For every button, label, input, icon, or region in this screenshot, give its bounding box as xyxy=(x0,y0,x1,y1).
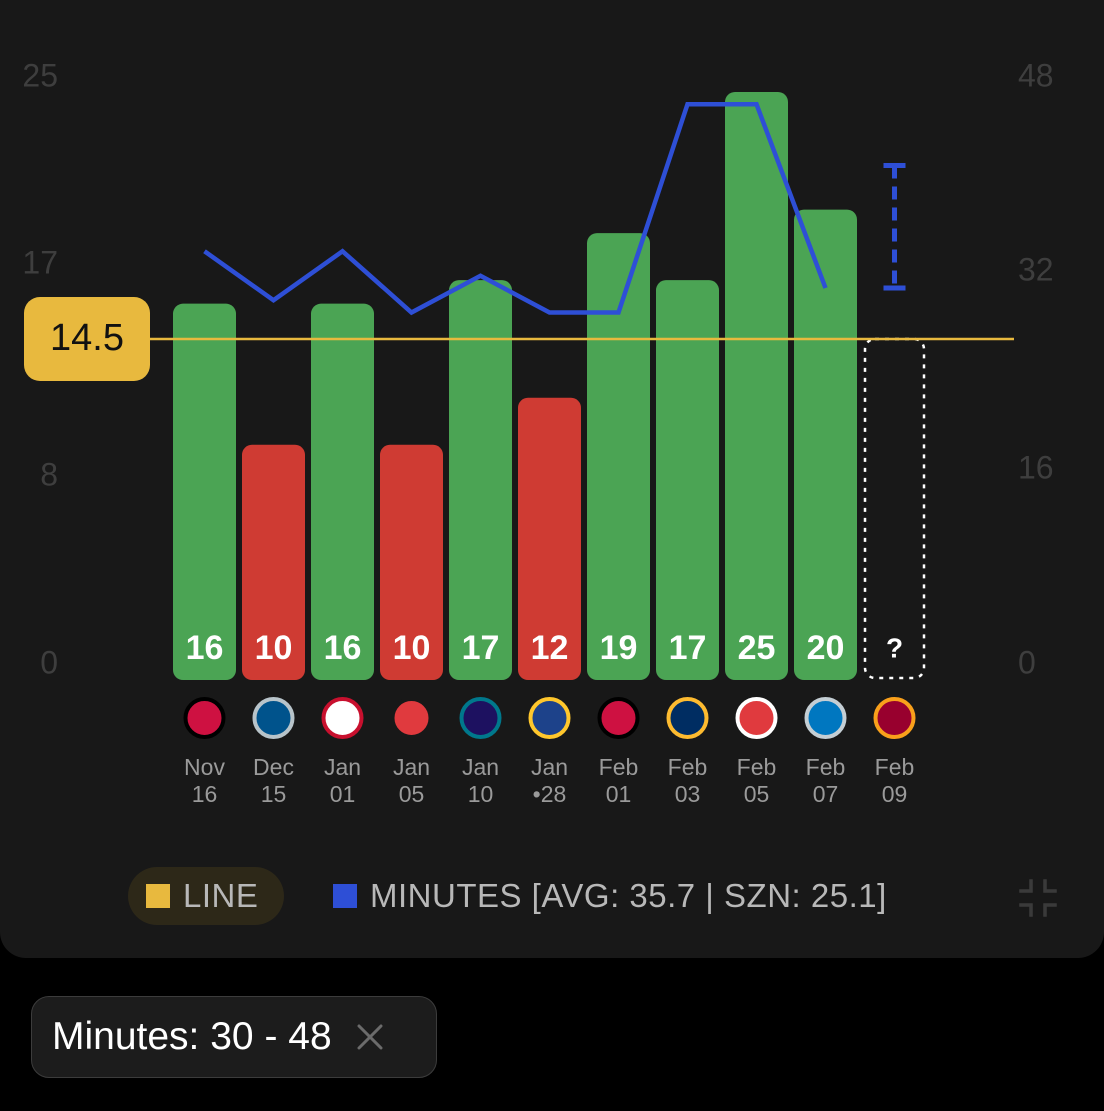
left-axis-tick: 17 xyxy=(22,244,58,280)
heat-logo-icon xyxy=(873,697,916,739)
bar xyxy=(518,397,581,680)
bulls-logo-icon xyxy=(183,697,226,739)
clippers-logo-icon xyxy=(321,697,364,739)
bar xyxy=(725,92,788,680)
right-axis-tick: 16 xyxy=(1018,449,1054,485)
x-tick-day: 15 xyxy=(261,781,287,807)
trail-blazers-logo-icon xyxy=(390,697,433,739)
x-tick-day: •28 xyxy=(533,781,567,807)
bar xyxy=(380,444,443,680)
bar xyxy=(656,280,719,680)
bar-value-label: 16 xyxy=(324,629,362,667)
threshold-badge xyxy=(24,297,150,381)
magic-logo-icon xyxy=(804,697,847,739)
bar-value-label: 25 xyxy=(738,629,776,667)
bar xyxy=(242,444,305,680)
bar xyxy=(794,209,857,680)
right-axis-tick: 32 xyxy=(1018,251,1054,287)
x-tick-month: Jan xyxy=(324,754,361,780)
x-tick-month: Feb xyxy=(737,754,777,780)
left-axis-tick: 0 xyxy=(40,644,58,680)
x-tick-day: 05 xyxy=(399,781,425,807)
bar xyxy=(587,233,650,680)
x-tick-day: 01 xyxy=(606,781,632,807)
left-axis-tick: 8 xyxy=(40,456,58,492)
close-icon[interactable] xyxy=(356,1023,384,1051)
line-swatch xyxy=(146,884,170,908)
x-tick-day: 16 xyxy=(192,781,218,807)
x-tick-month: Jan xyxy=(462,754,499,780)
pacers-logo-icon xyxy=(666,697,709,739)
filter-label: Minutes: 30 - 48 xyxy=(52,1015,332,1058)
x-tick-day: 01 xyxy=(330,781,356,807)
threshold-badge-label: 14.5 xyxy=(50,317,124,359)
bar-value-label: 10 xyxy=(393,629,431,667)
x-tick-month: Feb xyxy=(875,754,915,780)
bar-value-label: 19 xyxy=(600,629,638,667)
right-axis-tick: 48 xyxy=(1018,57,1054,93)
pending-bar xyxy=(863,337,926,680)
x-tick-month: Feb xyxy=(806,754,846,780)
x-tick-month: Feb xyxy=(599,754,639,780)
chart-card: 25 17 8 0 48 32 16 0 16 10 16 10 17 12 19 17 25 20? 14.5 No… xyxy=(0,0,1104,958)
legend-line-toggle[interactable]: LINE xyxy=(128,867,284,925)
x-tick-day: 10 xyxy=(468,781,494,807)
minutes-line xyxy=(203,102,828,316)
x-tick-month: Jan xyxy=(531,754,568,780)
minutes-filter-chip[interactable]: Minutes: 30 - 48 xyxy=(31,996,437,1078)
bar-value-label: 17 xyxy=(669,629,707,667)
x-tick-month: Nov xyxy=(184,754,225,780)
player-props-chart: 25 17 8 0 48 32 16 0 16 10 16 10 17 12 19 17 25 20 ? 14.5 No… xyxy=(22,57,1054,807)
legend-minutes-toggle[interactable]: MINUTES [AVG: 35.7 | SZN: 25.1] xyxy=(333,867,887,925)
bar-value-label: 10 xyxy=(255,629,293,667)
legend-line-label: LINE xyxy=(183,877,259,914)
legend-minutes-label: MINUTES [AVG: 35.7 | SZN: 25.1] xyxy=(370,877,887,914)
x-tick-month: Dec xyxy=(253,754,294,780)
x-tick-day: 05 xyxy=(744,781,770,807)
bar-value-label: 16 xyxy=(186,629,224,667)
x-tick-month: Feb xyxy=(668,754,708,780)
x-tick-day: 07 xyxy=(813,781,839,807)
hawks-logo-icon xyxy=(735,697,778,739)
bar-value-label: 17 xyxy=(462,629,500,667)
bar xyxy=(311,303,374,680)
x-tick-day: 03 xyxy=(675,781,701,807)
right-axis-tick: 0 xyxy=(1018,644,1036,680)
x-tick-day: 09 xyxy=(882,781,908,807)
bar xyxy=(173,303,236,680)
raptors-logo-icon xyxy=(597,697,640,739)
left-axis-tick: 25 xyxy=(22,57,58,93)
hornets-logo-icon xyxy=(459,697,502,739)
warriors-logo-icon xyxy=(528,697,571,739)
bar-value-label: 12 xyxy=(531,629,569,667)
minutes-swatch xyxy=(333,884,357,908)
x-tick-month: Jan xyxy=(393,754,430,780)
collapse-arrows-icon[interactable] xyxy=(1018,878,1058,918)
bar xyxy=(449,280,512,680)
bar-value-label: 20 xyxy=(807,629,845,667)
bar-value-label: ? xyxy=(886,632,903,663)
mavericks-logo-icon xyxy=(252,697,295,739)
